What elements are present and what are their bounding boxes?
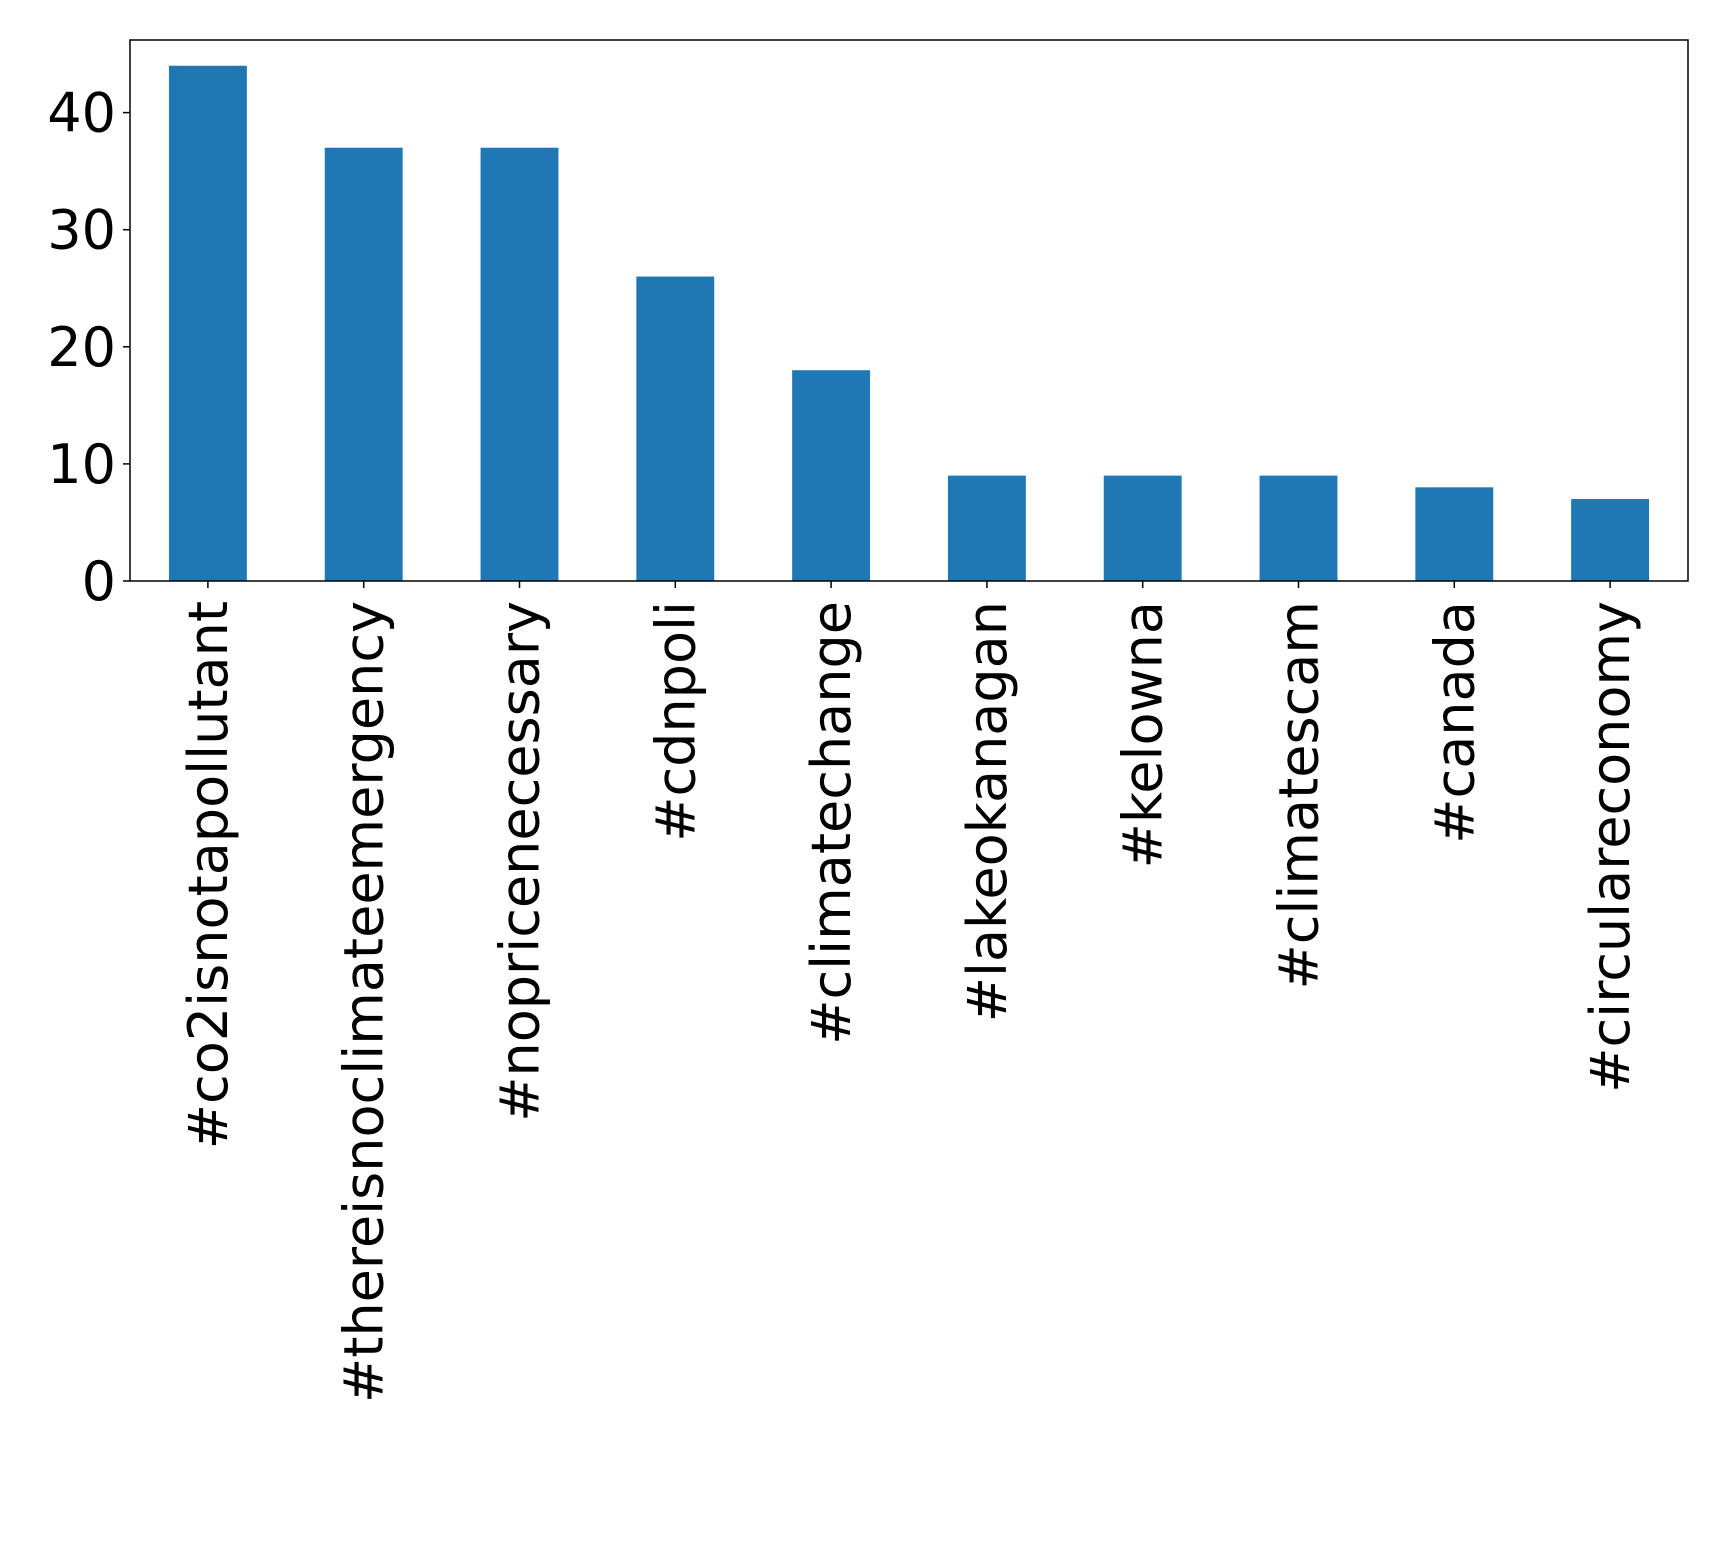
y-tick-label: 20 [47,316,116,379]
bar [947,475,1026,581]
plot-frame [129,39,1689,582]
x-tick-label: #cdnpoli [644,601,707,842]
y-tick-label: 10 [47,433,116,496]
bar [1415,487,1494,581]
x-tick-label: #climatechange [800,601,863,1045]
bar [324,147,403,581]
y-tick-label: 40 [47,82,116,145]
bar [168,65,247,581]
bars-group [168,65,1650,581]
x-tick-label: #co2isnotapollutant [177,601,240,1149]
x-tick-label: #circulareconomy [1579,601,1642,1093]
bar [792,370,871,581]
bar [1259,475,1338,581]
y-axis: 0 10 20 30 40 [47,82,130,613]
bar [480,147,559,581]
x-tick-label: #nopricenecessary [489,601,552,1122]
x-tick-label: #thereisnoclimateemergency [333,601,396,1403]
y-tick-label: 30 [47,199,116,262]
bar [636,276,715,581]
y-tick-label: 0 [82,550,116,613]
x-tick-label: #lakeokanagan [956,601,1019,1022]
x-tick-label: #climatescam [1268,601,1331,990]
bar [1103,475,1182,581]
x-axis: #co2isnotapollutant #thereisnoclimateemer… [177,581,1642,1403]
bar [1571,499,1650,581]
x-tick-label: #kelowna [1112,601,1175,868]
x-tick-label: #canada [1423,601,1486,844]
